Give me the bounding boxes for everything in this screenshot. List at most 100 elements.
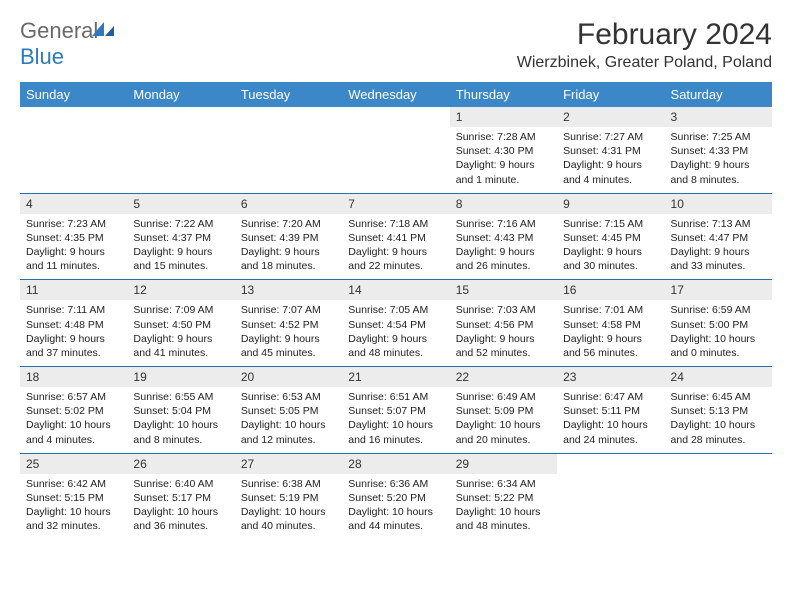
sunset-text: Sunset: 5:20 PM (348, 491, 443, 505)
daylight-text: Daylight: 10 hours and 36 minutes. (133, 505, 228, 533)
day-content: Sunrise: 7:13 AMSunset: 4:47 PMDaylight:… (665, 214, 772, 280)
day-content: Sunrise: 6:42 AMSunset: 5:15 PMDaylight:… (20, 474, 127, 540)
calendar-day-cell: 23 Sunrise: 6:47 AMSunset: 5:11 PMDayligh… (557, 367, 664, 454)
weekday-header: Friday (557, 82, 664, 107)
sunset-text: Sunset: 4:45 PM (563, 231, 658, 245)
header: General Blue February 2024 Wierzbinek, G… (20, 18, 772, 72)
daylight-text: Daylight: 10 hours and 0 minutes. (671, 332, 766, 360)
day-number: 21 (342, 367, 449, 387)
sunset-text: Sunset: 5:11 PM (563, 404, 658, 418)
day-content: Sunrise: 7:23 AMSunset: 4:35 PMDaylight:… (20, 214, 127, 280)
sunrise-text: Sunrise: 7:01 AM (563, 303, 658, 317)
day-content: Sunrise: 7:05 AMSunset: 4:54 PMDaylight:… (342, 300, 449, 366)
sunrise-text: Sunrise: 6:34 AM (456, 477, 551, 491)
day-content: Sunrise: 6:51 AMSunset: 5:07 PMDaylight:… (342, 387, 449, 453)
daylight-text: Daylight: 10 hours and 16 minutes. (348, 418, 443, 446)
day-content: Sunrise: 6:40 AMSunset: 5:17 PMDaylight:… (127, 474, 234, 540)
sunset-text: Sunset: 5:15 PM (26, 491, 121, 505)
sunset-text: Sunset: 5:09 PM (456, 404, 551, 418)
calendar-day-cell: 14Sunrise: 7:05 AMSunset: 4:54 PMDayligh… (342, 280, 449, 367)
calendar-day-cell: 28Sunrise: 6:36 AMSunset: 5:20 PMDayligh… (342, 453, 449, 539)
daylight-text: Daylight: 10 hours and 44 minutes. (348, 505, 443, 533)
sunrise-text: Sunrise: 7:20 AM (241, 217, 336, 231)
sunrise-text: Sunrise: 6:57 AM (26, 390, 121, 404)
day-number: 16 (557, 280, 664, 300)
day-content: Sunrise: 6:57 AMSunset: 5:02 PMDaylight:… (20, 387, 127, 453)
sunrise-text: Sunrise: 7:13 AM (671, 217, 766, 231)
sunset-text: Sunset: 4:43 PM (456, 231, 551, 245)
day-number: 13 (235, 280, 342, 300)
day-content: Sunrise: 7:03 AMSunset: 4:56 PMDaylight:… (450, 300, 557, 366)
day-number: 4 (20, 194, 127, 214)
sunrise-text: Sunrise: 7:27 AM (563, 130, 658, 144)
calendar-day-cell: 18Sunrise: 6:57 AMSunset: 5:02 PMDayligh… (20, 367, 127, 454)
day-number: 20 (235, 367, 342, 387)
sunset-text: Sunset: 4:30 PM (456, 144, 551, 158)
calendar-day-cell: 21Sunrise: 6:51 AMSunset: 5:07 PMDayligh… (342, 367, 449, 454)
location: Wierzbinek, Greater Poland, Poland (517, 54, 772, 72)
sunrise-text: Sunrise: 7:09 AM (133, 303, 228, 317)
calendar-day-cell: 6Sunrise: 7:20 AMSunset: 4:39 PMDaylight… (235, 193, 342, 280)
sunset-text: Sunset: 4:54 PM (348, 318, 443, 332)
sunset-text: Sunset: 5:19 PM (241, 491, 336, 505)
sunrise-text: Sunrise: 6:45 AM (671, 390, 766, 404)
calendar-day-cell: 19Sunrise: 6:55 AMSunset: 5:04 PMDayligh… (127, 367, 234, 454)
weekday-header: Saturday (665, 82, 772, 107)
daylight-text: Daylight: 10 hours and 24 minutes. (563, 418, 658, 446)
daylight-text: Daylight: 9 hours and 30 minutes. (563, 245, 658, 273)
day-content: Sunrise: 6:38 AMSunset: 5:19 PMDaylight:… (235, 474, 342, 540)
sunrise-text: Sunrise: 7:16 AM (456, 217, 551, 231)
sunrise-text: Sunrise: 7:03 AM (456, 303, 551, 317)
sunrise-text: Sunrise: 7:05 AM (348, 303, 443, 317)
weekday-header: Wednesday (342, 82, 449, 107)
day-number: 12 (127, 280, 234, 300)
calendar-day-cell: 8Sunrise: 7:16 AMSunset: 4:43 PMDaylight… (450, 193, 557, 280)
sunset-text: Sunset: 5:02 PM (26, 404, 121, 418)
logo-blue: Blue (20, 44, 64, 69)
sunset-text: Sunset: 4:35 PM (26, 231, 121, 245)
sunset-text: Sunset: 5:17 PM (133, 491, 228, 505)
calendar-day-cell: 25Sunrise: 6:42 AMSunset: 5:15 PMDayligh… (20, 453, 127, 539)
daylight-text: Daylight: 10 hours and 8 minutes. (133, 418, 228, 446)
weekday-header-row: SundayMondayTuesdayWednesdayThursdayFrid… (20, 82, 772, 107)
calendar-day-cell: 29Sunrise: 6:34 AMSunset: 5:22 PMDayligh… (450, 453, 557, 539)
weekday-header: Sunday (20, 82, 127, 107)
day-number: 10 (665, 194, 772, 214)
sunset-text: Sunset: 5:07 PM (348, 404, 443, 418)
sunrise-text: Sunrise: 6:36 AM (348, 477, 443, 491)
logo-sail-icon (90, 18, 116, 44)
day-number: 19 (127, 367, 234, 387)
day-content: Sunrise: 7:20 AMSunset: 4:39 PMDaylight:… (235, 214, 342, 280)
day-content: Sunrise: 6:53 AMSunset: 5:05 PMDaylight:… (235, 387, 342, 453)
calendar-day-cell: 9Sunrise: 7:15 AMSunset: 4:45 PMDaylight… (557, 193, 664, 280)
sunrise-text: Sunrise: 7:28 AM (456, 130, 551, 144)
sunset-text: Sunset: 4:56 PM (456, 318, 551, 332)
calendar-day-cell (20, 107, 127, 193)
title-block: February 2024 Wierzbinek, Greater Poland… (517, 18, 772, 72)
sunrise-text: Sunrise: 6:47 AM (563, 390, 658, 404)
sunrise-text: Sunrise: 6:51 AM (348, 390, 443, 404)
month-title: February 2024 (517, 18, 772, 52)
calendar-day-cell: 7Sunrise: 7:18 AMSunset: 4:41 PMDaylight… (342, 193, 449, 280)
sunrise-text: Sunrise: 6:38 AM (241, 477, 336, 491)
calendar-day-cell (665, 453, 772, 539)
calendar-day-cell: 3Sunrise: 7:25 AMSunset: 4:33 PMDaylight… (665, 107, 772, 193)
weekday-header: Thursday (450, 82, 557, 107)
weekday-header: Monday (127, 82, 234, 107)
sunset-text: Sunset: 5:05 PM (241, 404, 336, 418)
day-number: 18 (20, 367, 127, 387)
logo-general: General (20, 18, 98, 43)
day-content: Sunrise: 7:11 AMSunset: 4:48 PMDaylight:… (20, 300, 127, 366)
day-number: 23 (557, 367, 664, 387)
calendar-day-cell: 24Sunrise: 6:45 AMSunset: 5:13 PMDayligh… (665, 367, 772, 454)
calendar-week-row: 4Sunrise: 7:23 AMSunset: 4:35 PMDaylight… (20, 193, 772, 280)
calendar-day-cell: 2Sunrise: 7:27 AMSunset: 4:31 PMDaylight… (557, 107, 664, 193)
day-content: Sunrise: 6:34 AMSunset: 5:22 PMDaylight:… (450, 474, 557, 540)
weekday-header: Tuesday (235, 82, 342, 107)
day-number: 2 (557, 107, 664, 127)
day-content: Sunrise: 6:55 AMSunset: 5:04 PMDaylight:… (127, 387, 234, 453)
daylight-text: Daylight: 9 hours and 56 minutes. (563, 332, 658, 360)
sunrise-text: Sunrise: 7:23 AM (26, 217, 121, 231)
daylight-text: Daylight: 9 hours and 33 minutes. (671, 245, 766, 273)
day-number: 3 (665, 107, 772, 127)
